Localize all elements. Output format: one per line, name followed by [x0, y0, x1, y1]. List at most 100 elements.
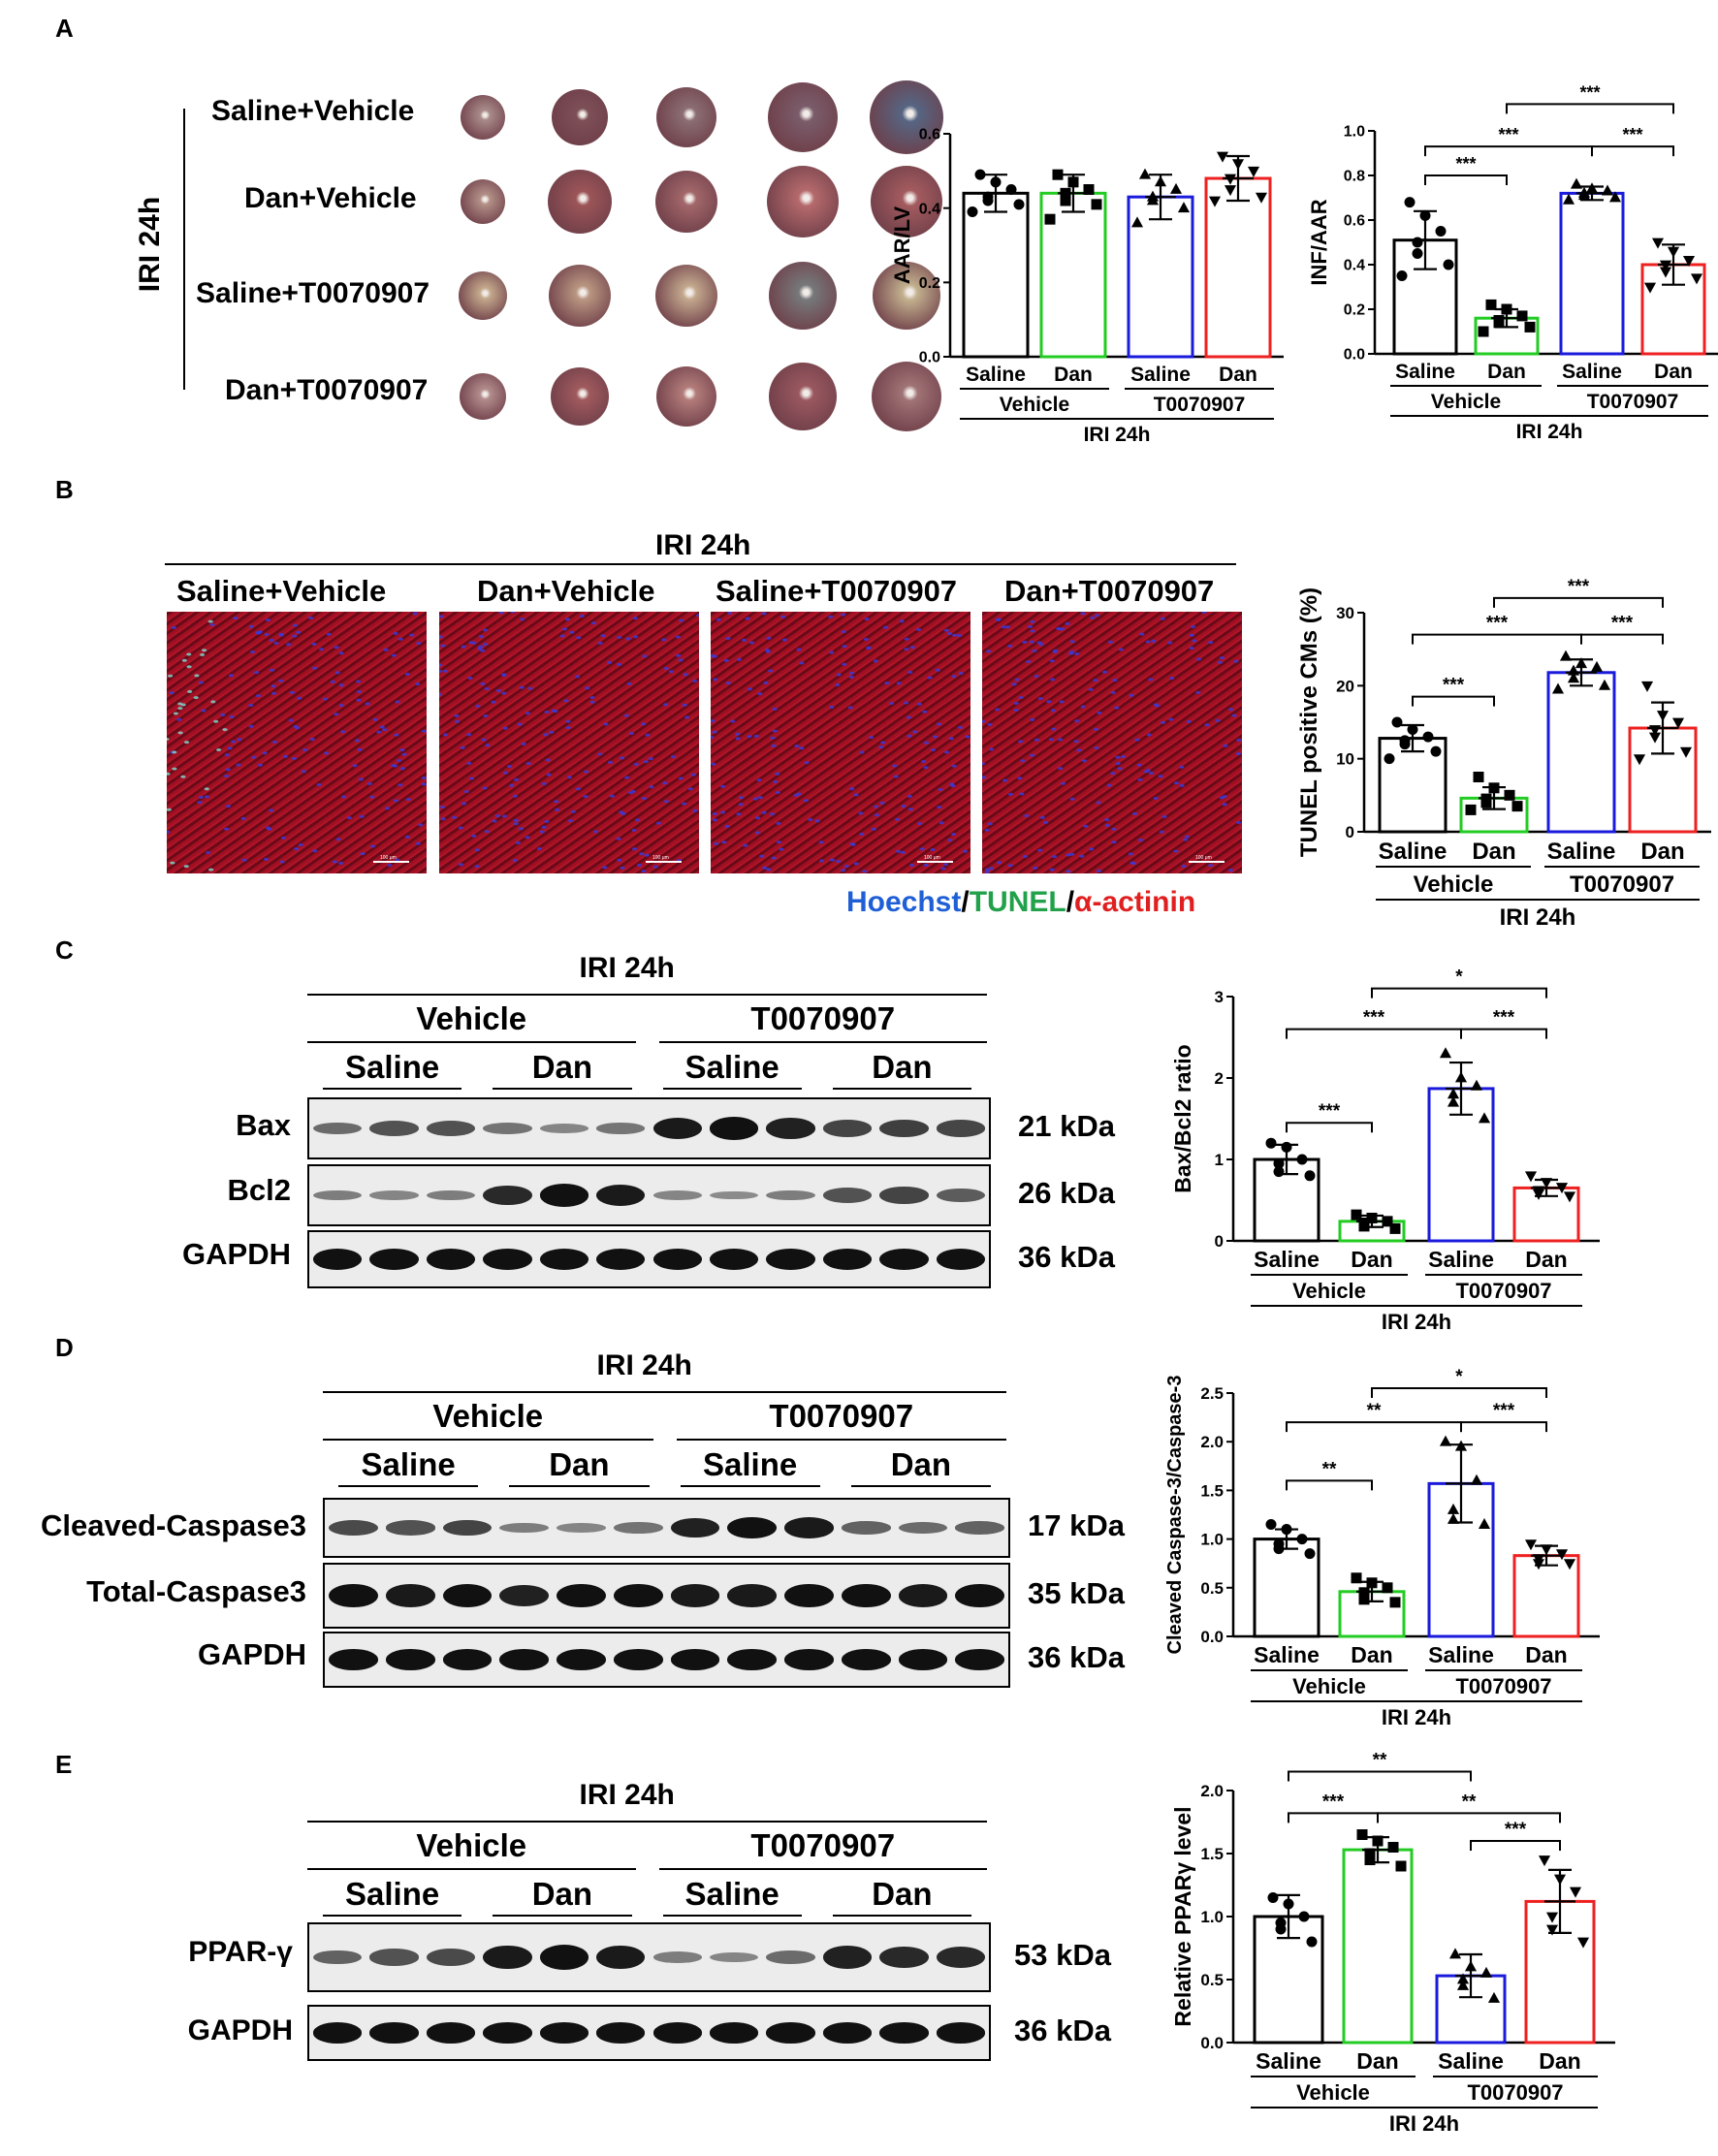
significance-bracket: [1288, 1812, 1379, 1823]
data-point: [1493, 315, 1505, 326]
blot-band: [766, 1249, 815, 1270]
blot-band: [879, 1249, 929, 1270]
data-point: [1391, 716, 1403, 728]
y-tick-label: 2.0: [1200, 1433, 1224, 1451]
data-point: [1540, 1178, 1553, 1189]
blot-band: [426, 1948, 476, 1967]
y-tick-label: 1.0: [1200, 1531, 1224, 1549]
y-tick-label: 1.5: [1200, 1845, 1224, 1863]
data-point: [990, 176, 1002, 188]
blot-band: [426, 2022, 476, 2044]
data-point: [1443, 259, 1454, 270]
stain-actinin: α-actinin: [1074, 886, 1196, 918]
significance-bracket: [1591, 145, 1674, 157]
data-point: [1044, 213, 1056, 225]
significance-bracket: [1424, 174, 1508, 185]
data-point: [1567, 664, 1580, 676]
y-tick-label: 0.5: [1200, 1579, 1224, 1598]
blot-header: IRI 24h: [579, 952, 675, 984]
group-label: T0070907: [1154, 394, 1246, 416]
blot-header: IRI 24h: [596, 1349, 692, 1381]
stain-sep-2: /: [1066, 886, 1075, 918]
significance-bracket: [1286, 1028, 1462, 1039]
data-point: [1351, 1572, 1362, 1584]
group-label: Vehicle: [1414, 872, 1494, 898]
bar: [1427, 1087, 1495, 1243]
blot-subgroup-label: Saline: [361, 1446, 456, 1482]
data-point: [1524, 321, 1536, 333]
data-point: [1351, 1209, 1362, 1221]
blot-band: [426, 1121, 476, 1136]
blot-band: [483, 1123, 532, 1134]
blot-band: [442, 1649, 493, 1670]
panel-letter-a: A: [55, 14, 74, 43]
blot-band: [313, 1189, 363, 1201]
data-point: [1456, 1973, 1470, 1984]
significance-bracket: [1412, 695, 1495, 707]
data-point: [1060, 195, 1071, 206]
data-point: [1177, 202, 1191, 213]
outer-group-label: IRI 24h: [1500, 904, 1576, 931]
data-point: [1130, 216, 1144, 228]
blot-kda-label: 36 kDa: [1014, 2013, 1111, 2047]
y-tick-label: 10: [1336, 750, 1354, 769]
group-label: Vehicle: [1000, 394, 1069, 416]
bar: [1039, 191, 1107, 359]
blot-band: [784, 1583, 834, 1608]
data-point: [1478, 1112, 1491, 1124]
data-point: [1169, 182, 1183, 194]
blot-band: [369, 1249, 419, 1270]
blot-strip: [307, 1230, 991, 1288]
category-label: Saline: [1254, 1642, 1320, 1667]
data-point: [1146, 194, 1160, 206]
blot-band: [936, 1946, 985, 1969]
data-point: [1569, 1886, 1582, 1898]
data-point: [1454, 1440, 1468, 1451]
data-point: [1356, 1829, 1368, 1840]
blot-band: [670, 1649, 720, 1670]
bar: [1512, 1186, 1580, 1243]
y-tick-label: 0.0: [1200, 1628, 1224, 1646]
bar: [1512, 1554, 1580, 1638]
blot-subgroup-label: Dan: [549, 1446, 610, 1482]
blot-band: [727, 1516, 777, 1539]
data-point: [1358, 1221, 1370, 1232]
category-label: Dan: [1487, 361, 1526, 383]
data-point: [1422, 731, 1434, 743]
group-label: T0070907: [1587, 391, 1679, 413]
bar: [1204, 176, 1272, 359]
data-point: [1447, 1503, 1460, 1514]
blot-band: [936, 1188, 985, 1203]
data-point: [1465, 804, 1477, 815]
bar: [1459, 796, 1529, 834]
blot-band: [369, 1121, 419, 1136]
data-point: [1296, 1154, 1308, 1165]
data-point: [1358, 1218, 1370, 1229]
data-point: [1559, 650, 1573, 661]
data-point: [1052, 169, 1064, 180]
blot-band: [596, 1184, 646, 1207]
blot-group-label: Vehicle: [432, 1398, 544, 1434]
blot-band: [499, 1584, 549, 1607]
significance-bracket: [1460, 1421, 1547, 1433]
data-point: [1575, 657, 1588, 669]
blot-subgroup-line: [509, 1485, 650, 1487]
blot-subgroup-line: [493, 1088, 632, 1090]
data-point: [1275, 1923, 1287, 1935]
y-tick-label: 0: [1215, 1232, 1224, 1251]
blot-band: [709, 1190, 759, 1200]
outer-group-label: IRI 24h: [1382, 1705, 1451, 1729]
blot-row-label: GAPDH: [198, 1637, 306, 1671]
blot-subgroup-line: [662, 1915, 802, 1917]
blot-band: [596, 2022, 646, 2044]
category-label: Saline: [1379, 839, 1448, 865]
panel-letter-b: B: [55, 475, 74, 504]
significance-bracket: [1424, 145, 1593, 157]
blot-band: [727, 1649, 777, 1670]
data-point: [1273, 1543, 1285, 1555]
outer-group-label: IRI 24h: [1389, 2111, 1459, 2136]
blot-strip: [307, 1097, 991, 1159]
blot-subgroup-line: [662, 1088, 802, 1090]
data-point: [1487, 1991, 1501, 2003]
blot-band: [879, 1187, 929, 1204]
